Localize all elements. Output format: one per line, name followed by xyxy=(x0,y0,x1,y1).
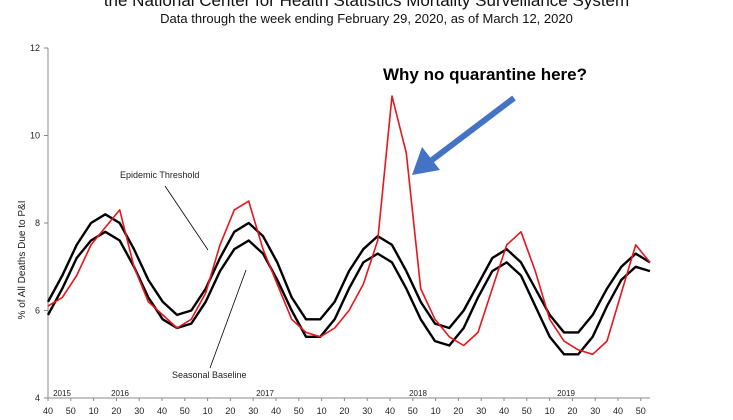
x-tick-label: 10 xyxy=(431,406,441,416)
y-tick-label: 4 xyxy=(35,393,40,403)
x-tick-label: 50 xyxy=(294,406,304,416)
x-tick-label: 50 xyxy=(180,406,190,416)
x-tick-label: 50 xyxy=(66,406,76,416)
callout-text: Why no quarantine here? xyxy=(383,65,587,84)
seasonal-baseline-pointer xyxy=(209,269,247,369)
year-label: 2015 xyxy=(53,389,71,398)
x-tick-label: 30 xyxy=(476,406,486,416)
seasonal-baseline-label: Seasonal Baseline xyxy=(172,370,247,380)
x-tick-label: 50 xyxy=(636,406,646,416)
x-tick-label: 10 xyxy=(317,406,327,416)
callout-arrow-head xyxy=(412,147,440,175)
x-tick-label: 20 xyxy=(111,406,121,416)
x-tick-label: 30 xyxy=(590,406,600,416)
y-tick-label: 12 xyxy=(30,43,40,53)
epidemic-threshold-label: Epidemic Threshold xyxy=(120,170,199,180)
chart-subtitle: Data through the week ending February 29… xyxy=(160,11,573,26)
chart-title: the National Center for Health Statistic… xyxy=(103,0,630,10)
x-tick-label: 10 xyxy=(89,406,99,416)
year-label: 2018 xyxy=(409,389,427,398)
year-label: 2019 xyxy=(557,389,575,398)
y-tick-label: 10 xyxy=(30,131,40,141)
year-label: 2017 xyxy=(256,389,274,398)
x-tick-label: 50 xyxy=(522,406,532,416)
x-tick-label: 40 xyxy=(499,406,509,416)
chart-series xyxy=(46,95,651,356)
x-tick-label: 40 xyxy=(157,406,167,416)
x-tick-label: 40 xyxy=(271,406,281,416)
epidemic-threshold-line xyxy=(46,213,651,334)
x-tick-label: 20 xyxy=(225,406,235,416)
y-tick-label: 6 xyxy=(35,306,40,316)
y-tick-label: 8 xyxy=(35,218,40,228)
x-tick-label: 10 xyxy=(545,406,555,416)
x-tick-label: 40 xyxy=(43,406,53,416)
x-tick-label: 10 xyxy=(203,406,213,416)
p-i-mortality-line xyxy=(47,95,651,356)
x-tick-label: 30 xyxy=(248,406,258,416)
y-axis-label: % of All Deaths Due to P&I xyxy=(17,201,28,320)
x-tick-label: 50 xyxy=(408,406,418,416)
chart-labels: 4 6 8 10 12 40 50 10 20 30 40 50 10 20 30 40 50 10 20 30 40 5… xyxy=(30,43,646,416)
x-tick-label: 40 xyxy=(613,406,623,416)
x-tick-label: 20 xyxy=(567,406,577,416)
epidemic-threshold-pointer xyxy=(164,185,209,251)
x-tick-label: 20 xyxy=(453,406,463,416)
chart-axes xyxy=(44,47,650,401)
year-label: 2016 xyxy=(111,389,129,398)
seasonal-baseline-line xyxy=(46,230,651,356)
x-tick-label: 30 xyxy=(134,406,144,416)
callout-arrow-shaft xyxy=(430,95,516,163)
x-tick-label: 30 xyxy=(362,406,372,416)
x-tick-label: 20 xyxy=(339,406,349,416)
x-tick-label: 40 xyxy=(385,406,395,416)
